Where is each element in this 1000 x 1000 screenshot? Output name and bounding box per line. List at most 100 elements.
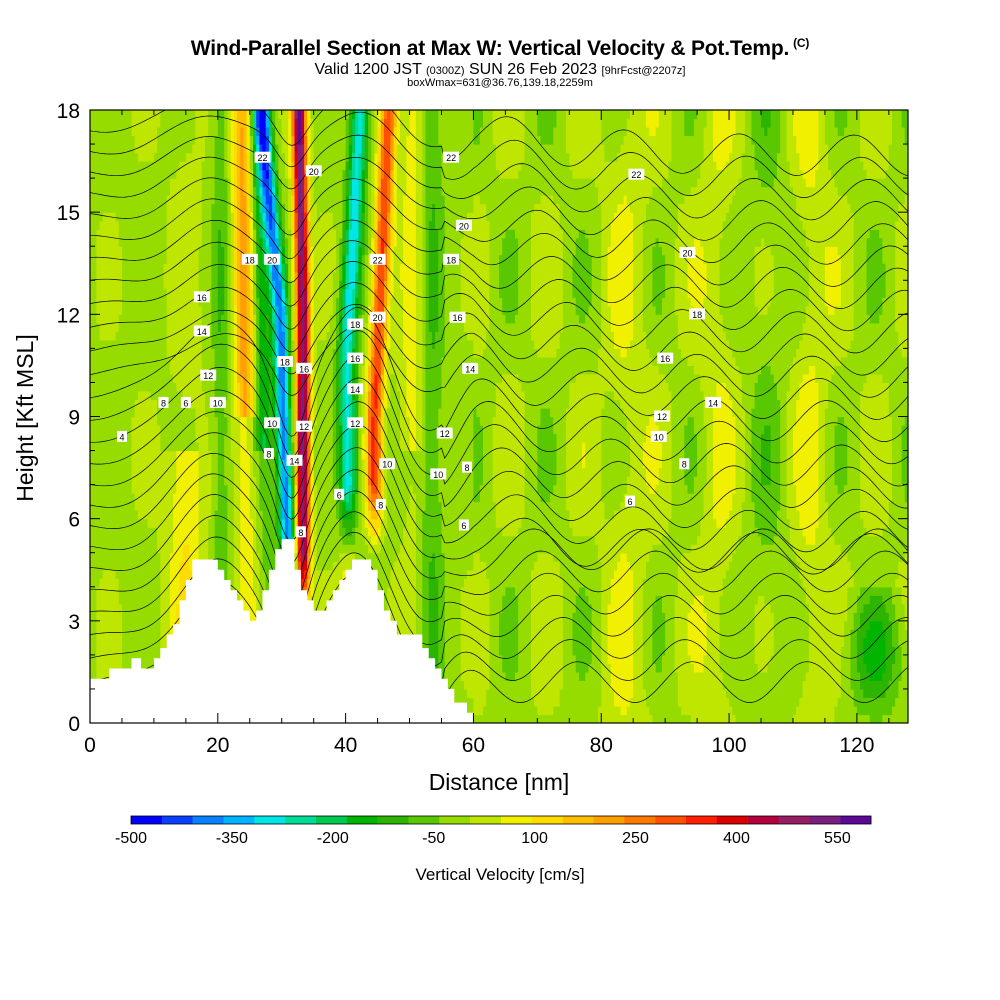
field-cell xyxy=(173,331,177,341)
field-cell xyxy=(144,195,149,205)
field-cell xyxy=(96,152,101,162)
field-cell xyxy=(128,135,133,145)
field-cell xyxy=(118,654,123,664)
field-cell xyxy=(291,280,296,290)
field-cell xyxy=(281,391,286,401)
field-cell xyxy=(169,399,174,409)
field-cell xyxy=(102,280,107,290)
field-cell xyxy=(106,416,110,426)
field-cell xyxy=(259,527,264,537)
field-cell xyxy=(131,484,136,494)
field-cell xyxy=(230,442,235,452)
field-cell xyxy=(144,237,149,247)
field-cell xyxy=(195,382,200,392)
field-cell xyxy=(147,314,152,324)
field-cell xyxy=(253,416,257,426)
field-cell xyxy=(249,127,254,137)
field-cell xyxy=(112,450,117,460)
field-cell xyxy=(128,663,133,673)
field-cell xyxy=(93,646,97,656)
field-cell xyxy=(198,305,203,315)
field-cell xyxy=(160,254,165,264)
field-cell xyxy=(198,271,203,281)
field-cell xyxy=(125,629,129,639)
field-cell xyxy=(281,195,286,205)
field-cell xyxy=(179,527,184,537)
field-cell xyxy=(96,646,101,656)
field-cell xyxy=(288,467,292,477)
field-cell xyxy=(90,186,94,196)
field-cell xyxy=(125,331,129,341)
field-cell xyxy=(112,637,117,647)
field-cell xyxy=(256,110,260,120)
field-cell xyxy=(275,527,280,537)
field-cell xyxy=(173,450,177,460)
field-cell xyxy=(166,271,171,281)
field-cell xyxy=(281,484,286,494)
field-cell xyxy=(157,629,161,639)
field-cell xyxy=(243,356,248,366)
field-cell xyxy=(246,297,251,307)
field-cell xyxy=(106,110,110,120)
field-cell xyxy=(217,288,222,298)
field-cell xyxy=(284,118,289,128)
field-cell xyxy=(262,476,267,486)
field-cell xyxy=(243,552,248,562)
field-cell xyxy=(128,203,133,213)
field-cell xyxy=(217,186,222,196)
field-cell xyxy=(198,501,203,511)
field-cell xyxy=(265,110,270,120)
field-cell xyxy=(125,569,129,579)
field-cell xyxy=(115,416,120,426)
field-cell xyxy=(166,331,171,341)
field-cell xyxy=(189,169,193,179)
field-cell xyxy=(176,331,181,341)
field-cell xyxy=(224,195,228,205)
field-cell xyxy=(160,561,165,571)
field-cell xyxy=(240,280,244,290)
field-cell xyxy=(230,552,235,562)
field-cell xyxy=(256,186,260,196)
field-cell xyxy=(310,586,315,596)
field-cell xyxy=(106,518,110,528)
field-cell xyxy=(240,476,244,486)
field-cell xyxy=(141,399,145,409)
field-cell xyxy=(253,331,257,341)
field-cell xyxy=(112,535,117,545)
field-cell xyxy=(230,305,235,315)
field-cell xyxy=(122,135,126,145)
field-cell xyxy=(211,433,216,443)
field-cell xyxy=(297,391,302,401)
field-cell xyxy=(259,322,264,332)
field-cell xyxy=(102,339,107,349)
field-cell xyxy=(115,331,120,341)
field-cell xyxy=(109,178,113,188)
field-cell xyxy=(131,569,136,579)
field-cell xyxy=(185,152,190,162)
field-cell xyxy=(134,110,139,120)
field-cell xyxy=(106,629,110,639)
field-cell xyxy=(118,280,123,290)
field-cell xyxy=(189,450,193,460)
field-cell xyxy=(249,391,254,401)
field-cell xyxy=(150,595,155,605)
field-cell xyxy=(205,518,209,528)
field-cell xyxy=(278,339,283,349)
field-cell xyxy=(224,348,228,358)
field-cell xyxy=(160,569,165,579)
field-cell xyxy=(182,169,187,179)
field-cell xyxy=(201,305,206,315)
field-cell xyxy=(304,297,308,307)
field-cell xyxy=(224,186,228,196)
field-cell xyxy=(125,450,129,460)
field-cell xyxy=(99,229,104,239)
field-cell xyxy=(294,552,299,562)
field-cell xyxy=(96,220,101,230)
field-cell xyxy=(147,459,152,469)
field-cell xyxy=(201,356,206,366)
field-cell xyxy=(262,382,267,392)
field-cell xyxy=(259,271,264,281)
field-cell xyxy=(141,493,145,503)
field-cell xyxy=(112,237,117,247)
field-cell xyxy=(211,186,216,196)
